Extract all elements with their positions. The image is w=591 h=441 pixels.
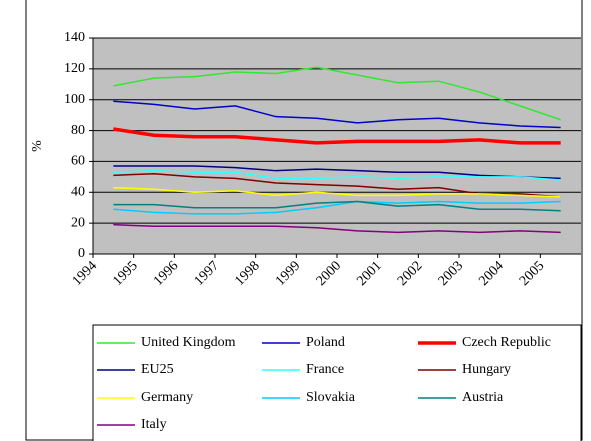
- y-tick-label: 0: [78, 246, 85, 261]
- series-line: [113, 186, 561, 198]
- y-tick-label: 100: [64, 92, 85, 107]
- y-tick-label: 40: [71, 185, 85, 200]
- series-line: [113, 165, 561, 180]
- legend-label: Italy: [141, 417, 167, 432]
- legend-label: United Kingdom: [141, 335, 236, 350]
- y-tick-label: 120: [64, 61, 85, 76]
- y-tick-label: 60: [71, 154, 85, 169]
- legend-label: Hungary: [462, 362, 511, 377]
- y-tick-label: 80: [71, 123, 85, 138]
- legend-label: Austria: [462, 390, 504, 405]
- y-tick-label: 20: [71, 215, 85, 230]
- legend-label: Poland: [306, 335, 345, 350]
- legend-label: Czech Republic: [462, 335, 551, 350]
- legend-label: Slovakia: [306, 390, 356, 405]
- series-line: [113, 200, 561, 215]
- legend: [92, 324, 582, 441]
- y-axis-label: %: [30, 140, 45, 152]
- y-tick-label: 140: [64, 30, 85, 45]
- series-line: [113, 223, 561, 234]
- series-line: [113, 200, 561, 212]
- series-line: [113, 169, 561, 181]
- legend-label: EU25: [141, 362, 174, 377]
- series-line: [113, 127, 561, 145]
- series-line: [113, 100, 561, 129]
- plot-area: [93, 38, 581, 254]
- legend-label: Germany: [141, 390, 193, 405]
- legend-label: France: [306, 362, 344, 377]
- series-line: [113, 66, 561, 121]
